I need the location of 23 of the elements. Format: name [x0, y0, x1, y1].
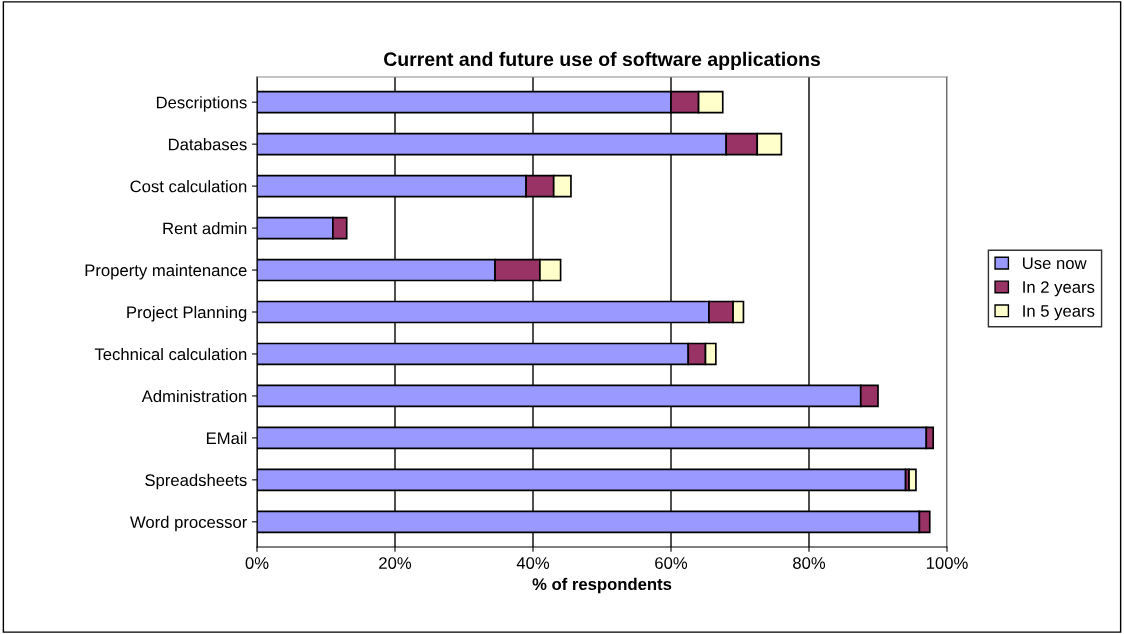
x-tick-label: 40% — [516, 557, 550, 569]
legend-label: Use now — [1023, 257, 1087, 270]
y-tick-label: Cost calculation — [130, 180, 247, 193]
chart-title: Current and future use of software applications — [384, 51, 820, 70]
legend-label: In 2 years — [1023, 281, 1095, 297]
y-tick-label: Databases — [168, 138, 247, 151]
y-tick-label: Project Planning — [127, 305, 247, 322]
x-tick-label: 60% — [655, 557, 688, 569]
y-tick-label: Property maintenance — [85, 264, 247, 280]
y-tick-label: Spreadsheets — [145, 473, 247, 490]
y-tick-label: Technical calculation — [94, 347, 247, 361]
x-tick-label: 80% — [793, 557, 826, 569]
x-tick-label: 100% — [926, 557, 968, 569]
y-tick-label: Rent admin — [163, 222, 247, 235]
y-tick-label: Descriptions — [156, 96, 247, 112]
bar — [908, 468, 917, 492]
legend-label: In 5 years — [1023, 305, 1095, 321]
y-tick-label: Administration — [141, 389, 247, 403]
y-tick-label: Word processor — [130, 515, 248, 532]
y-tick-label: EMail — [206, 431, 247, 445]
x-tick-label: 20% — [379, 557, 412, 569]
x-tick-label: 0% — [245, 557, 269, 569]
x-axis-title: % of respondents — [532, 577, 672, 594]
